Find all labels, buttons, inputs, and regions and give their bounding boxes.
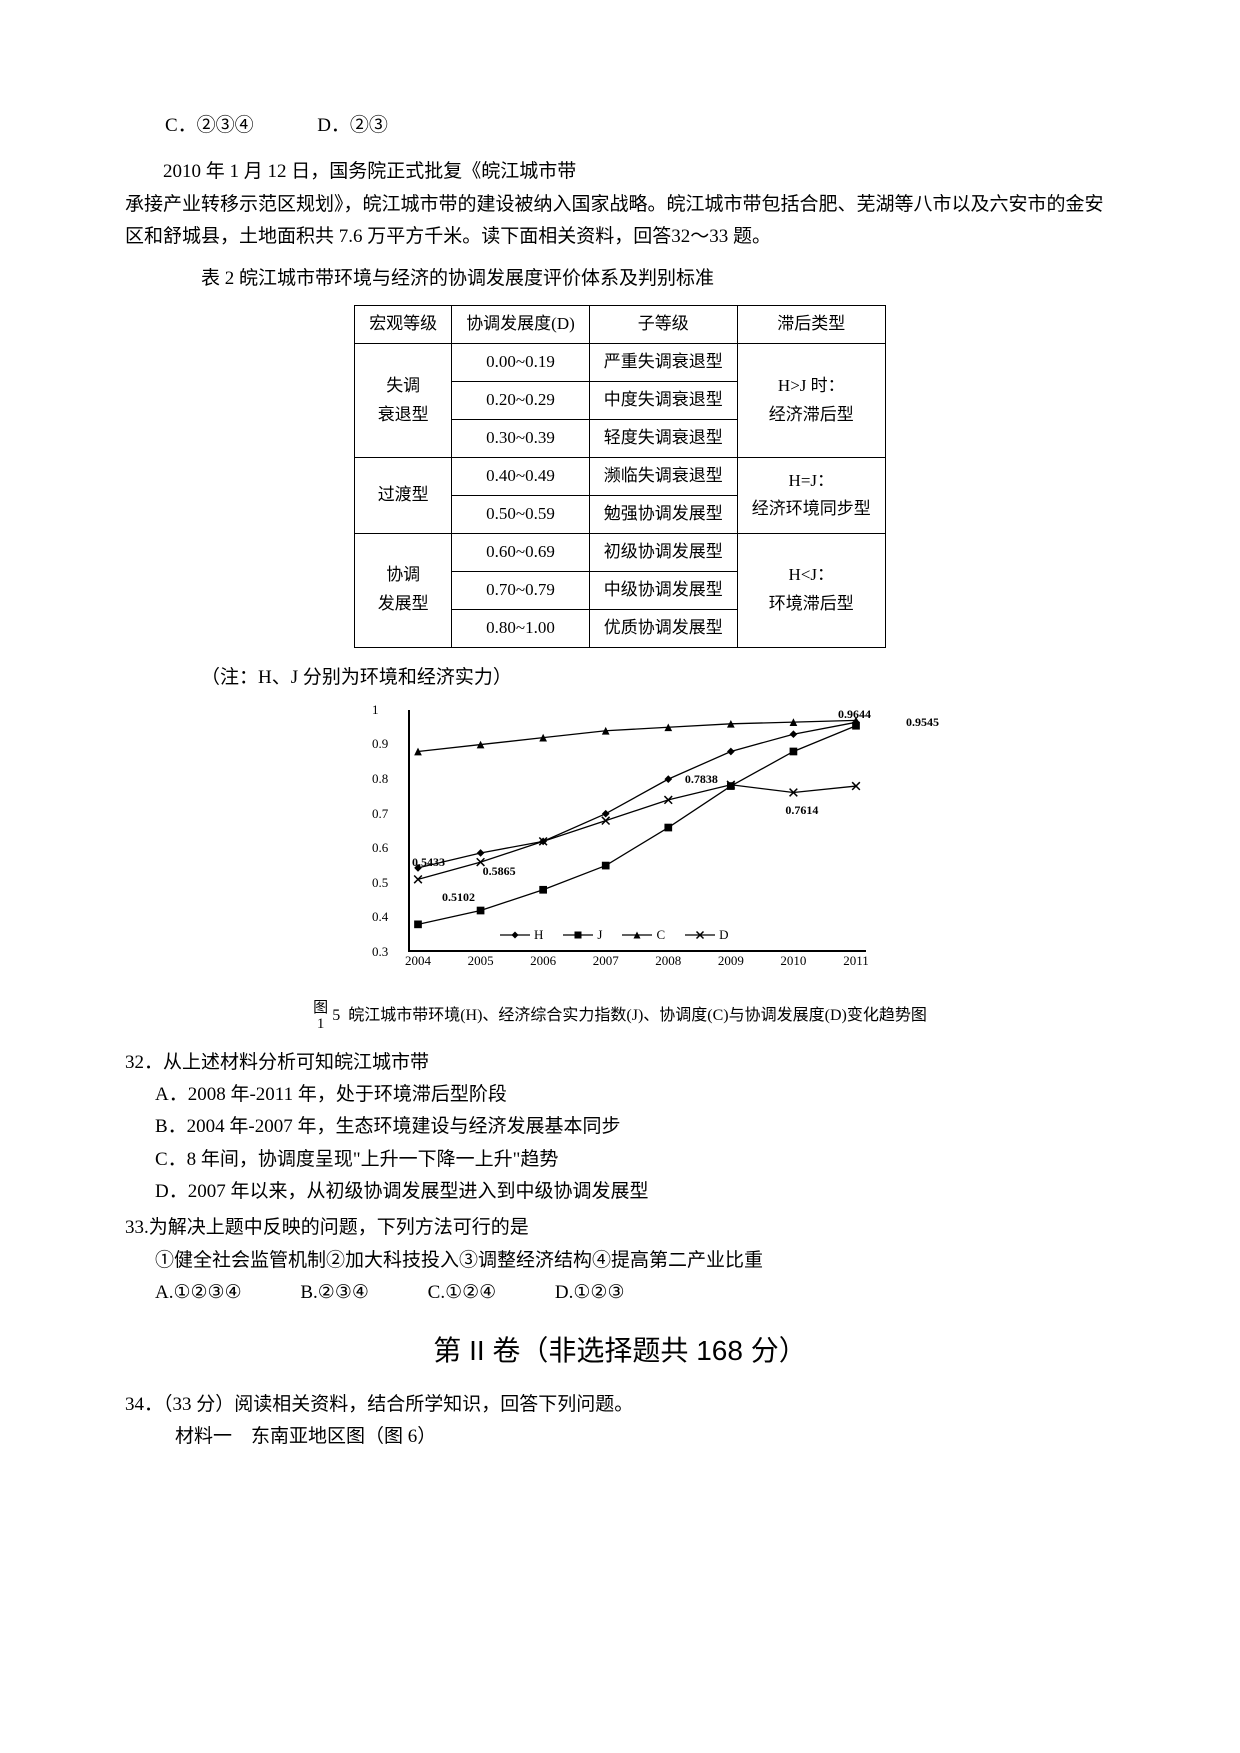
point-label: 0.5433 [412, 852, 445, 872]
chart-legend: HJCD [500, 924, 729, 946]
table-cell: 濒临失调衰退型 [589, 458, 737, 496]
point-label: 0.7838 [685, 769, 718, 789]
table-cell: 严重失调衰退型 [589, 344, 737, 382]
legend-item: C [622, 924, 665, 946]
table-caption: 表 2 皖江城市带环境与经济的协调发展度评价体系及判别标准 [125, 263, 1115, 295]
intro-p2: 承接产业转移示范区规划》，皖江城市带的建设被纳入国家战略。皖江城市带包括合肥、芜… [125, 189, 1115, 254]
x-label: 2010 [780, 950, 806, 972]
x-label: 2004 [405, 950, 431, 972]
q32-option-d: D．2007 年以来，从初级协调发展型进入到中级协调发展型 [125, 1176, 1115, 1208]
table-header: 子等级 [589, 306, 737, 344]
x-label: 2007 [593, 950, 619, 972]
legend-item: D [685, 924, 728, 946]
table-cell: H=J：经济环境同步型 [737, 458, 885, 534]
q32-option-c: C．8 年间，协调度呈现"上升一下降一上升"趋势 [125, 1144, 1115, 1176]
x-label: 2006 [530, 950, 556, 972]
y-label: 0.6 [372, 837, 388, 859]
table-cell: 0.70~0.79 [452, 571, 590, 609]
y-label: 0.8 [372, 768, 388, 790]
table-cell: 中度失调衰退型 [589, 382, 737, 420]
point-label: 0.7614 [785, 800, 818, 820]
q33-option-c: C.①②④ [428, 1282, 497, 1303]
table-header: 滞后类型 [737, 306, 885, 344]
q32-stem: 32．从上述材料分析可知皖江城市带 [125, 1047, 1115, 1079]
q32-option-b: B．2004 年-2007 年，生态环境建设与经济发展基本同步 [125, 1111, 1115, 1143]
y-label: 0.9 [372, 733, 388, 755]
intro-p1: 2010 年 1 月 12 日，国务院正式批复《皖江城市带 [125, 156, 1115, 188]
q34-stem: 34．（33 分）阅读相关资料，结合所学知识，回答下列问题。 [125, 1389, 1115, 1421]
section-title: 第 II 卷（非选择题共 168 分） [125, 1327, 1115, 1375]
table-row: 协调发展型 0.60~0.69 初级协调发展型 H<J：环境滞后型 [355, 533, 886, 571]
chart-caption-prefix: 图1 [313, 1000, 328, 1033]
point-label: 0.9545 [906, 712, 939, 732]
question-33: 33.为解决上题中反映的问题，下列方法可行的是 ①健全社会监管机制②加大科技投入… [125, 1212, 1115, 1309]
x-label: 2008 [655, 950, 681, 972]
legend-item: J [563, 924, 602, 946]
table-row: 宏观等级 协调发展度(D) 子等级 滞后类型 [355, 306, 886, 344]
x-label: 2011 [843, 950, 869, 972]
q33-stem: 33.为解决上题中反映的问题，下列方法可行的是 [125, 1212, 1115, 1244]
chart-caption: 图1 5 皖江城市带环境(H)、经济综合实力指数(J)、协调度(C)与协调发展度… [125, 1000, 1115, 1033]
point-label: 0.9644 [838, 704, 871, 724]
table-note: （注：H、J 分别为环境和经济实力） [125, 662, 1115, 694]
table-cell: 失调衰退型 [355, 344, 452, 458]
table-cell: H<J：环境滞后型 [737, 533, 885, 647]
table-cell: 初级协调发展型 [589, 533, 737, 571]
question-32: 32．从上述材料分析可知皖江城市带 A．2008 年-2011 年，处于环境滞后… [125, 1047, 1115, 1208]
chart-caption-text: 皖江城市带环境(H)、经济综合实力指数(J)、协调度(C)与协调发展度(D)变化… [348, 1007, 927, 1024]
table-cell: 勉强协调发展型 [589, 495, 737, 533]
table-cell: 0.60~0.69 [452, 533, 590, 571]
table-cell: 0.50~0.59 [452, 495, 590, 533]
point-label: 0.5102 [442, 887, 475, 907]
table-cell: 0.00~0.19 [452, 344, 590, 382]
q32-option-a: A．2008 年-2011 年，处于环境滞后型阶段 [125, 1079, 1115, 1111]
trend-chart: 10.90.80.70.60.50.40.3 20042005200620072… [360, 704, 880, 994]
table-row: 失调衰退型 0.00~0.19 严重失调衰退型 H>J 时：经济滞后型 [355, 344, 886, 382]
intro-text: 2010 年 1 月 12 日，国务院正式批复《皖江城市带 承接产业转移示范区规… [125, 156, 1115, 253]
y-label: 0.7 [372, 802, 388, 824]
table-cell: 0.80~1.00 [452, 609, 590, 647]
q33-option-b: B.②③④ [300, 1282, 369, 1303]
table-cell: 轻度失调衰退型 [589, 420, 737, 458]
question-34: 34．（33 分）阅读相关资料，结合所学知识，回答下列问题。 材料一 东南亚地区… [125, 1389, 1115, 1454]
option-d: D．②③ [317, 115, 388, 136]
x-label: 2009 [718, 950, 744, 972]
table-cell: 过渡型 [355, 458, 452, 534]
table-cell: 0.40~0.49 [452, 458, 590, 496]
chart-svg [408, 710, 866, 952]
table-cell: 优质协调发展型 [589, 609, 737, 647]
option-line-cd: C．②③④ D．②③ [125, 110, 1115, 142]
table-header: 协调发展度(D) [452, 306, 590, 344]
q33-line1: ①健全社会监管机制②加大科技投入③调整经济结构④提高第二产业比重 [125, 1245, 1115, 1277]
table-cell: 0.20~0.29 [452, 382, 590, 420]
table-header: 宏观等级 [355, 306, 452, 344]
x-label: 2005 [468, 950, 494, 972]
q33-option-a: A.①②③④ [155, 1282, 242, 1303]
q33-options: A.①②③④ B.②③④ C.①②④ D.①②③ [125, 1277, 1115, 1309]
option-c: C．②③④ [165, 115, 254, 136]
table-cell: H>J 时：经济滞后型 [737, 344, 885, 458]
y-label: 1 [372, 699, 379, 721]
table-cell: 中级协调发展型 [589, 571, 737, 609]
chart-caption-num: 5 [332, 1007, 340, 1024]
q33-option-d: D.①②③ [555, 1282, 625, 1303]
y-label: 0.4 [372, 906, 388, 928]
q34-material: 材料一 东南亚地区图（图 6） [125, 1421, 1115, 1453]
evaluation-table: 宏观等级 协调发展度(D) 子等级 滞后类型 失调衰退型 0.00~0.19 严… [354, 305, 886, 647]
y-label: 0.3 [372, 941, 388, 963]
point-label: 0.5865 [483, 861, 516, 881]
y-label: 0.5 [372, 872, 388, 894]
table-cell: 0.30~0.39 [452, 420, 590, 458]
table-row: 过渡型 0.40~0.49 濒临失调衰退型 H=J：经济环境同步型 [355, 458, 886, 496]
legend-item: H [500, 924, 543, 946]
table-cell: 协调发展型 [355, 533, 452, 647]
